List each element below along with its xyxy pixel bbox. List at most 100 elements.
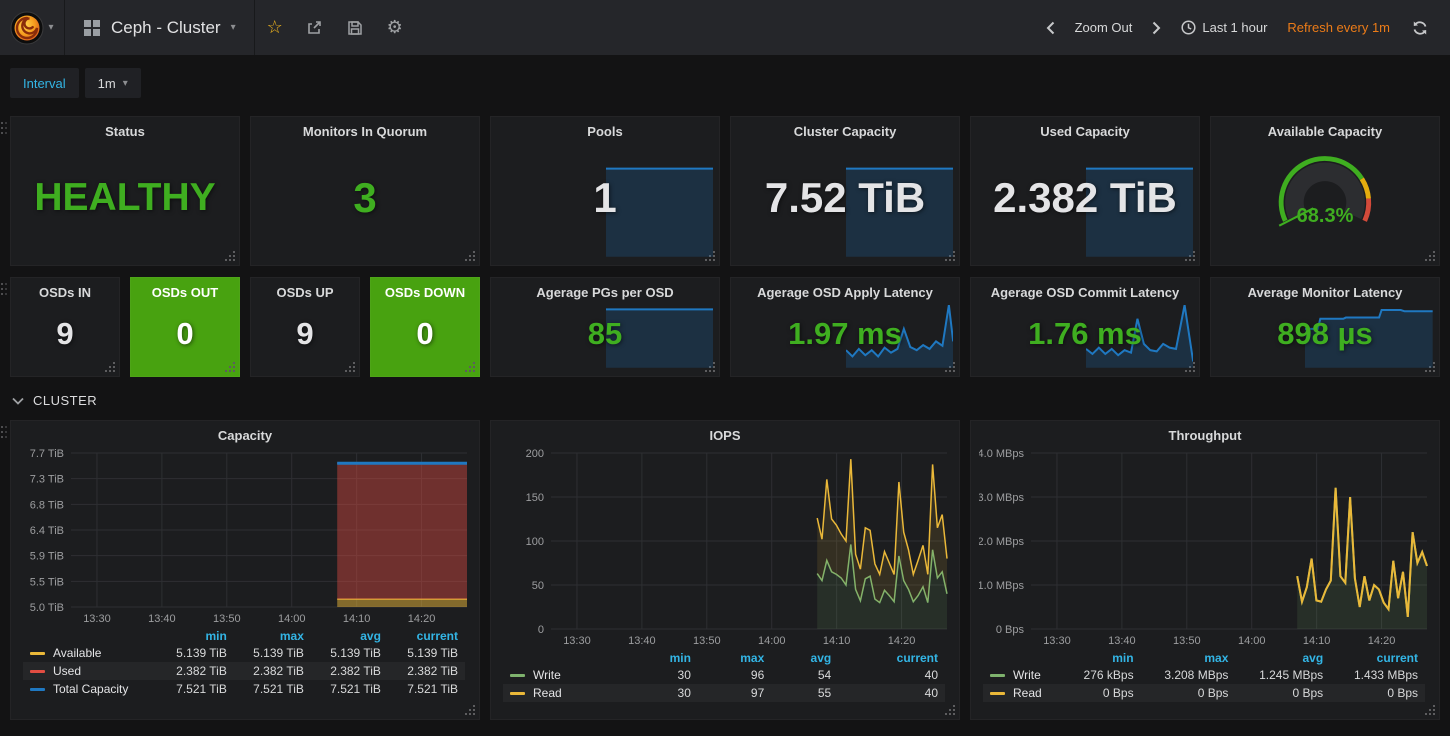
chart-title[interactable]: Capacity xyxy=(11,421,479,445)
resize-handle[interactable] xyxy=(1423,249,1435,261)
panel-pools: Pools1 xyxy=(490,116,720,266)
row-toggle-cluster[interactable]: CLUSTER xyxy=(12,393,1440,408)
capacity-chart-plot[interactable]: 5.0 TiB5.5 TiB5.9 TiB6.4 TiB6.8 TiB7.3 T… xyxy=(19,445,473,627)
panel-title[interactable]: Status xyxy=(11,117,239,139)
share-icon xyxy=(306,19,323,36)
legend-header-min: min xyxy=(157,628,234,644)
x-tick-label: 13:40 xyxy=(1108,635,1136,647)
panel-used-capacity: Used Capacity2.382 TiB xyxy=(970,116,1200,266)
y-tick-label: 0 Bps xyxy=(996,624,1025,636)
grafana-logo[interactable]: ▾ xyxy=(0,0,64,55)
refresh-interval-label[interactable]: Refresh every 1m xyxy=(1279,20,1398,35)
legend-series-name[interactable]: Used xyxy=(23,662,157,680)
stat-value: 2.382 TiB xyxy=(971,131,1199,265)
save-button[interactable] xyxy=(335,0,375,55)
save-icon xyxy=(347,20,363,36)
panel-average-monitor-latency: Average Monitor Latency898 µs xyxy=(1210,277,1440,377)
legend-row-write: Write30965440 xyxy=(503,666,945,684)
legend-header-current: current xyxy=(1330,650,1425,666)
refresh-button[interactable] xyxy=(1402,20,1434,36)
row-drag-handle[interactable] xyxy=(1,122,3,124)
panel-title[interactable]: Cluster Capacity xyxy=(731,117,959,139)
panel-agerage-osd-apply-latency: Agerage OSD Apply Latency1.97 ms xyxy=(730,277,960,377)
x-tick-label: 13:50 xyxy=(1173,635,1201,647)
panel-osds-up: OSDs UP9 xyxy=(250,277,360,377)
star-button[interactable]: ☆ xyxy=(255,0,295,55)
legend-row-write: Write276 kBps3.208 MBps1.245 MBps1.433 M… xyxy=(983,666,1425,684)
resize-handle[interactable] xyxy=(943,703,955,715)
dashboard-title: Ceph - Cluster xyxy=(111,18,221,38)
legend-header-spacer xyxy=(23,628,157,644)
legend-value: 7.521 TiB xyxy=(157,680,234,698)
time-shift-forward-button[interactable] xyxy=(1144,21,1169,35)
zoom-out-button[interactable]: Zoom Out xyxy=(1067,20,1141,35)
y-tick-label: 5.5 TiB xyxy=(30,576,64,588)
gear-icon: ⚙ xyxy=(387,17,403,38)
series-fill-available xyxy=(337,599,467,607)
legend-series-name[interactable]: Total Capacity xyxy=(23,680,157,698)
clock-icon xyxy=(1181,20,1196,35)
legend-value: 2.382 TiB xyxy=(388,662,465,680)
dashboard-title-button[interactable]: Ceph - Cluster ▾ xyxy=(65,0,254,55)
iops-chart-plot[interactable]: 05010015020013:3013:4013:5014:0014:1014:… xyxy=(499,445,953,649)
panel-title[interactable]: Available Capacity xyxy=(1211,117,1439,139)
series-fill-used xyxy=(337,463,467,599)
share-button[interactable] xyxy=(295,0,335,55)
resize-handle[interactable] xyxy=(463,703,475,715)
section-label: CLUSTER xyxy=(33,393,97,408)
legend-series-name[interactable]: Write xyxy=(503,666,630,684)
x-tick-label: 14:20 xyxy=(408,613,436,625)
panel-title[interactable]: OSDs IN xyxy=(11,278,119,300)
panel-status: StatusHEALTHY xyxy=(10,116,240,266)
star-icon: ☆ xyxy=(267,17,283,38)
legend-value: 5.139 TiB xyxy=(311,644,388,662)
chevron-down-icon: ▾ xyxy=(123,78,128,89)
legend-value: 2.382 TiB xyxy=(157,662,234,680)
panel-title[interactable]: OSDs UP xyxy=(251,278,359,300)
panel-agerage-pgs-per-osd: Agerage PGs per OSD85 xyxy=(490,277,720,377)
panel-title[interactable]: Used Capacity xyxy=(971,117,1199,139)
legend-series-name[interactable]: Available xyxy=(23,644,157,662)
gauge-value: 68.3% xyxy=(1211,205,1439,228)
legend-header-max: max xyxy=(234,628,311,644)
row-drag-handle[interactable] xyxy=(1,283,3,285)
time-range-picker[interactable]: Last 1 hour xyxy=(1173,20,1275,35)
interval-variable-value[interactable]: 1m ▾ xyxy=(85,68,141,98)
x-tick-label: 13:30 xyxy=(1043,635,1071,647)
panel-title[interactable]: Agerage OSD Commit Latency xyxy=(971,278,1199,300)
x-tick-label: 14:10 xyxy=(823,635,851,647)
legend-value: 276 kBps xyxy=(1063,666,1141,684)
legend-swatch xyxy=(30,670,45,673)
interval-variable-label[interactable]: Interval xyxy=(10,68,79,98)
panel-title[interactable]: OSDs OUT xyxy=(131,278,239,300)
chart-title[interactable]: Throughput xyxy=(971,421,1439,445)
stat-value: 9 xyxy=(251,292,359,376)
stat-value: 7.52 TiB xyxy=(731,131,959,265)
panel-title[interactable]: Pools xyxy=(491,117,719,139)
stat-value: 1.97 ms xyxy=(731,292,959,376)
panel-agerage-osd-commit-latency: Agerage OSD Commit Latency1.76 ms xyxy=(970,277,1200,377)
legend-swatch xyxy=(510,674,525,677)
dashboard-grid-icon xyxy=(83,19,101,37)
legend-value: 1.433 MBps xyxy=(1330,666,1425,684)
panel-title[interactable]: Agerage OSD Apply Latency xyxy=(731,278,959,300)
settings-button[interactable]: ⚙ xyxy=(375,0,415,55)
panel-title[interactable]: Monitors In Quorum xyxy=(251,117,479,139)
stats-row-2: OSDs IN9OSDs OUT0OSDs UP9OSDs DOWN0Agera… xyxy=(10,277,1440,377)
panel-title[interactable]: Average Monitor Latency xyxy=(1211,278,1439,300)
panel-title[interactable]: Agerage PGs per OSD xyxy=(491,278,719,300)
legend-value: 96 xyxy=(698,666,771,684)
panel-title[interactable]: OSDs DOWN xyxy=(371,278,479,300)
legend-series-name[interactable]: Write xyxy=(983,666,1063,684)
legend-series-name[interactable]: Read xyxy=(503,684,630,702)
throughput-chart-plot[interactable]: 0 Bps1.0 MBps2.0 MBps3.0 MBps4.0 MBps13:… xyxy=(979,445,1433,649)
time-shift-back-button[interactable] xyxy=(1038,21,1063,35)
resize-handle[interactable] xyxy=(1423,703,1435,715)
panel-iops-chart: IOPS 05010015020013:3013:4013:5014:0014:… xyxy=(490,420,960,720)
legend-value: 0 Bps xyxy=(1141,684,1236,702)
row-drag-handle[interactable] xyxy=(1,426,3,428)
stat-value: 0 xyxy=(371,292,479,376)
legend-value: 0 Bps xyxy=(1330,684,1425,702)
legend-series-name[interactable]: Read xyxy=(983,684,1063,702)
chart-title[interactable]: IOPS xyxy=(491,421,959,445)
